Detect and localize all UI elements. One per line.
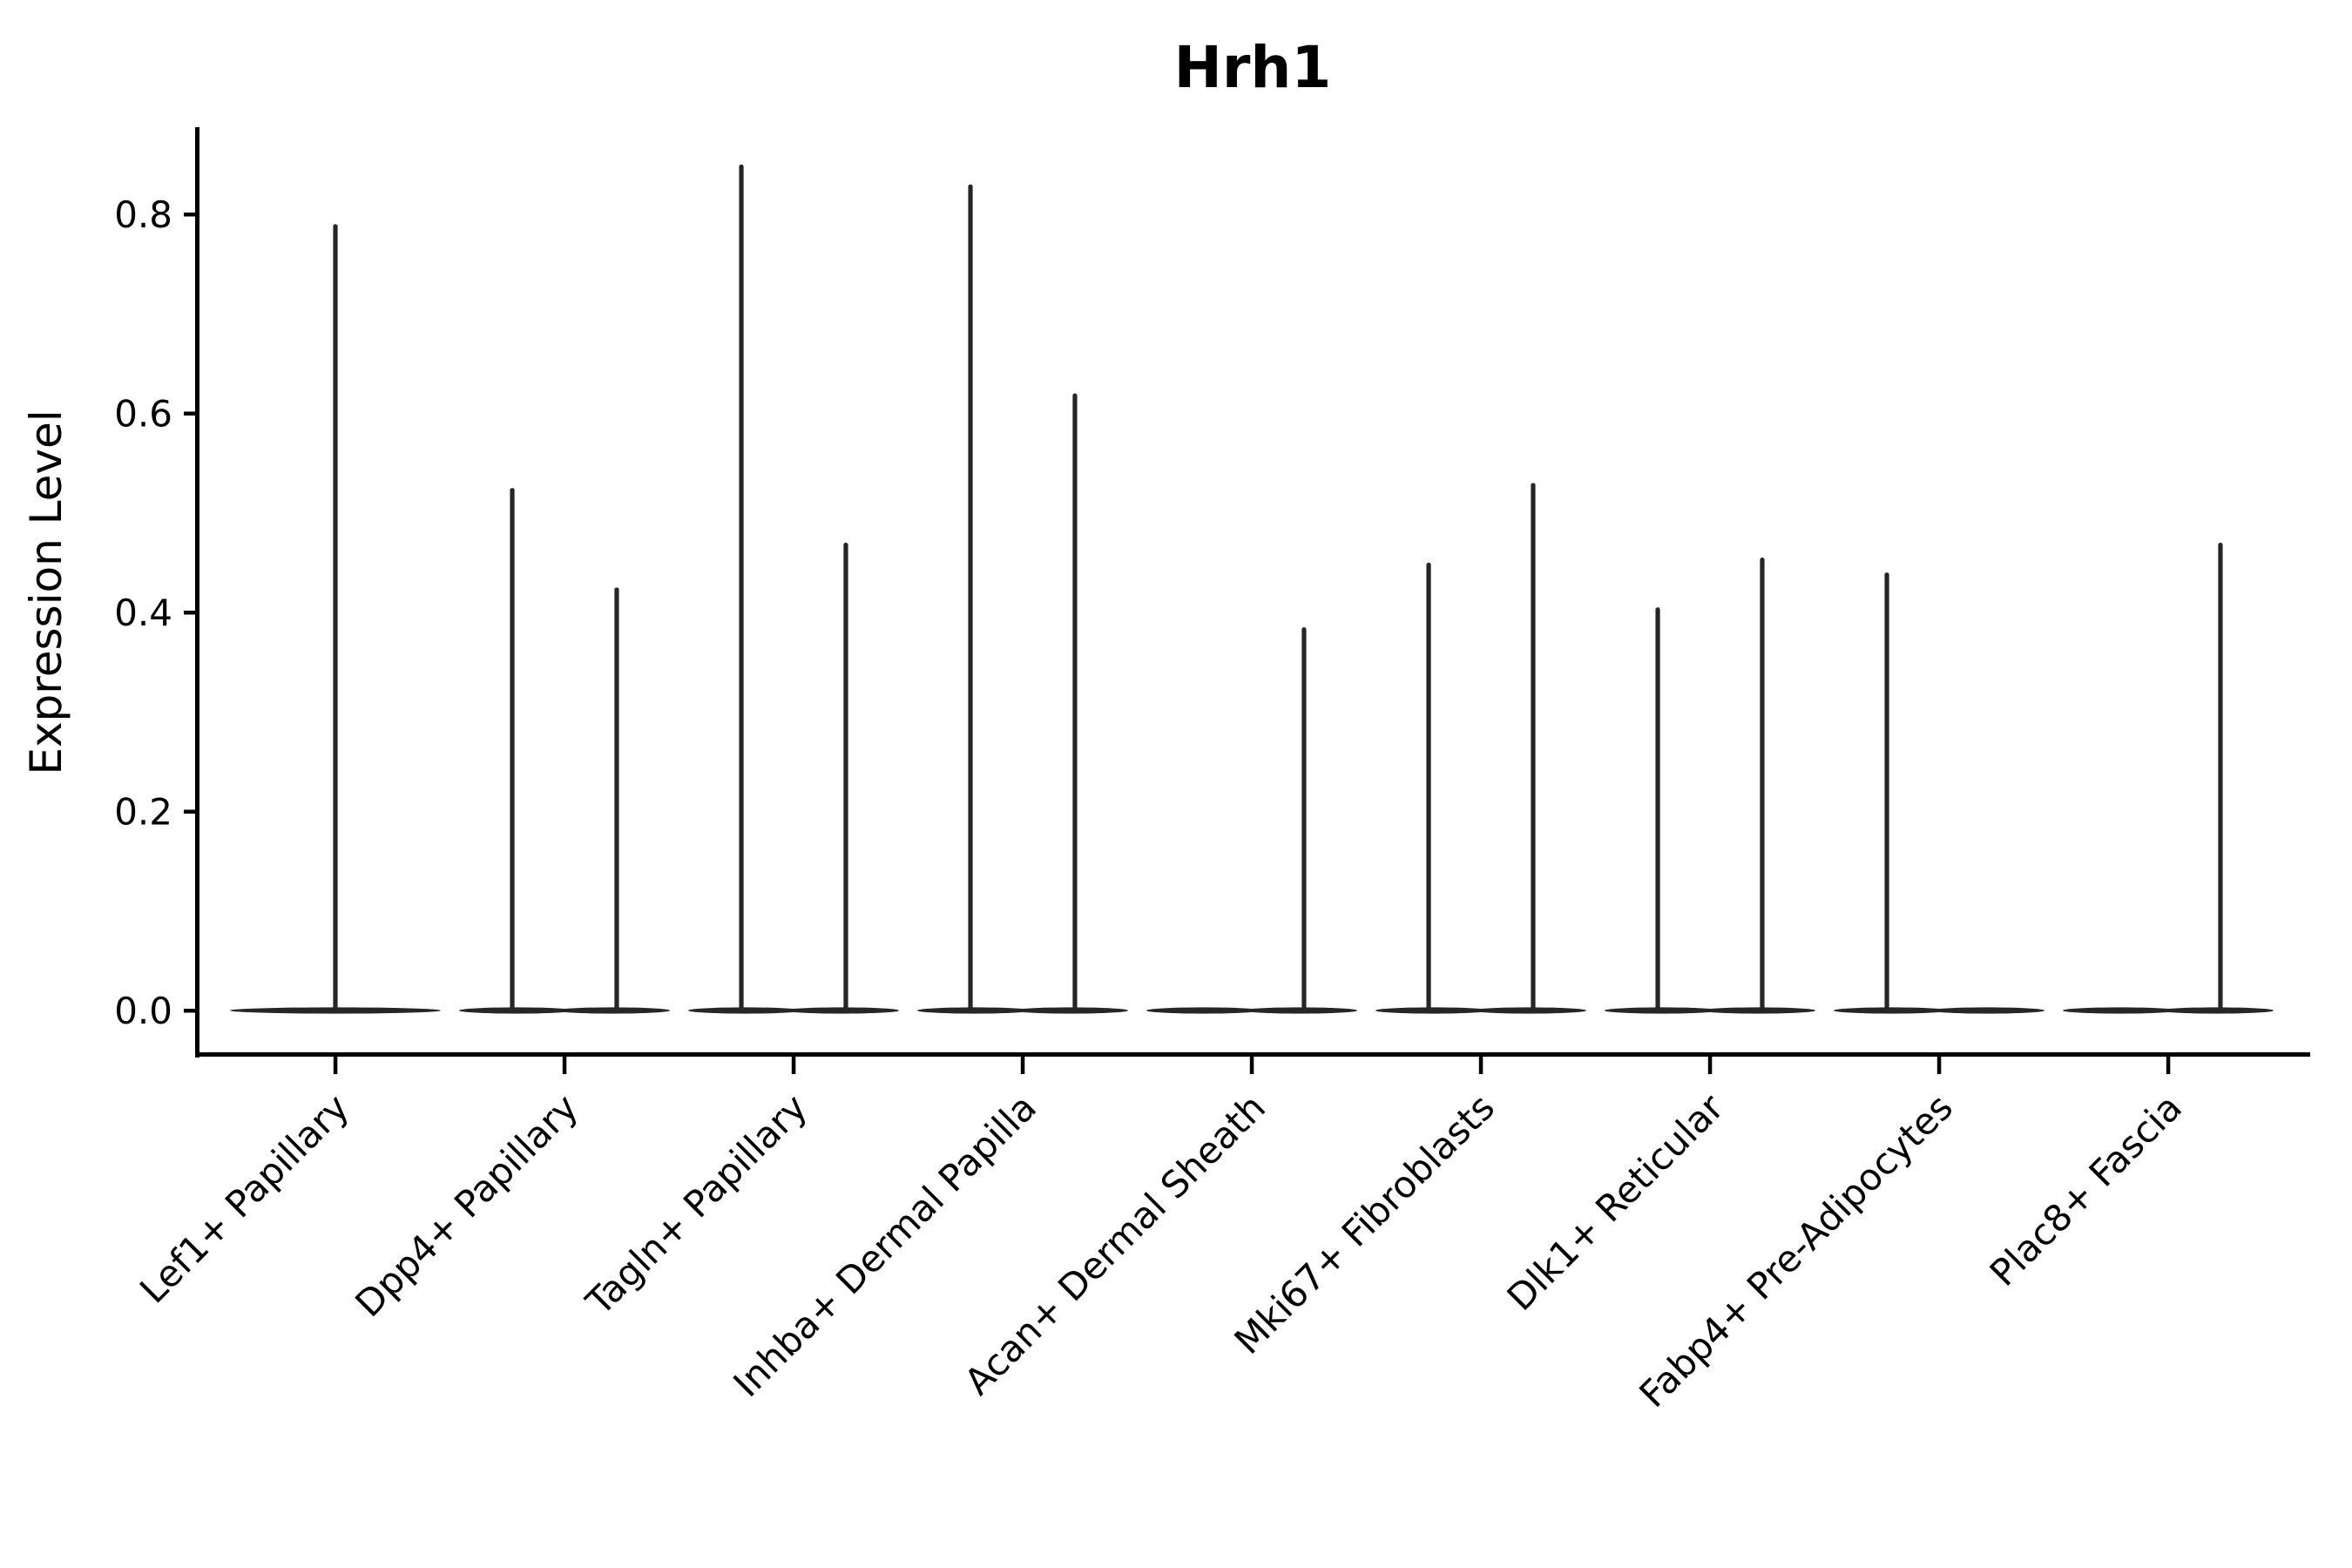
y-tick-label: 0.4 xyxy=(114,591,172,634)
y-tick-label: 0.0 xyxy=(114,990,172,1032)
violin-base xyxy=(1471,1007,1586,1014)
violin-spike xyxy=(2218,543,2223,1012)
violin-base xyxy=(688,1007,803,1014)
y-tick-mark xyxy=(184,1009,196,1013)
violin-base xyxy=(1146,1007,1261,1014)
violin-base xyxy=(784,1007,899,1014)
violin-6 xyxy=(1375,483,1586,1014)
x-axis-spine xyxy=(195,1052,2310,1057)
violin-spike xyxy=(1426,562,1431,1012)
violin-spike xyxy=(968,184,973,1013)
violin-2 xyxy=(459,488,670,1014)
violin-base xyxy=(1605,1007,1720,1014)
violin-spike xyxy=(1301,627,1307,1012)
violin-spike xyxy=(1531,483,1536,1012)
x-tick-mark xyxy=(1020,1056,1025,1074)
violin-spike xyxy=(614,587,619,1012)
violin-base xyxy=(1375,1007,1490,1014)
violin-5 xyxy=(1146,627,1357,1014)
x-tick-mark xyxy=(562,1056,567,1074)
violin-1 xyxy=(230,224,441,1014)
violin-spike xyxy=(1072,393,1078,1012)
y-tick-mark xyxy=(184,809,196,814)
x-tick-label: Dpp4+ Papillary xyxy=(347,1085,586,1325)
violin-base xyxy=(917,1007,1032,1014)
x-tick-mark xyxy=(1707,1056,1713,1074)
x-tick-label: Lef1+ Papillary xyxy=(132,1085,357,1311)
violin-spike xyxy=(333,224,338,1012)
y-tick-mark xyxy=(184,611,196,615)
x-tick-label: Mki67+ Fibroblasts xyxy=(1227,1085,1503,1362)
violin-base xyxy=(1700,1007,1815,1014)
x-tick-mark xyxy=(333,1056,338,1074)
violin-base xyxy=(2063,1007,2178,1014)
y-axis-spine xyxy=(195,127,199,1058)
x-tick-mark xyxy=(1478,1056,1484,1074)
y-tick-mark xyxy=(184,213,196,217)
y-tick-mark xyxy=(184,411,196,416)
violin-base xyxy=(1930,1007,2044,1014)
y-tick-label: 0.8 xyxy=(114,193,172,236)
x-tick-mark xyxy=(1936,1056,1942,1074)
violin-spike xyxy=(1884,572,1889,1012)
violin-base xyxy=(1834,1007,1949,1014)
x-tick-label: Plac8+ Fascia xyxy=(1982,1085,2190,1294)
axes xyxy=(195,127,2310,1058)
y-axis-label: Expression Level xyxy=(21,409,71,774)
violin-base xyxy=(459,1007,574,1014)
violin-spike xyxy=(739,164,744,1012)
chart-title: Hrh1 xyxy=(1174,34,1332,101)
violin-9 xyxy=(2063,543,2274,1014)
violin-spike xyxy=(510,488,515,1012)
violin-base xyxy=(1242,1007,1357,1014)
violin-spike xyxy=(1760,558,1765,1012)
violin-base xyxy=(555,1007,670,1014)
violin-8 xyxy=(1834,572,2044,1014)
violin-7 xyxy=(1605,558,1815,1014)
violin-base xyxy=(2159,1007,2274,1014)
violin-3 xyxy=(688,164,899,1014)
y-tick-label: 0.6 xyxy=(114,393,172,436)
violin-spike xyxy=(1655,607,1660,1012)
x-tick-label: Tagln+ Papillary xyxy=(578,1085,815,1323)
violin-4 xyxy=(917,184,1128,1014)
y-tick-label: 0.2 xyxy=(114,791,172,834)
violin-spike xyxy=(843,543,848,1012)
violin-base xyxy=(1013,1007,1128,1014)
x-tick-mark xyxy=(2166,1056,2171,1074)
x-tick-mark xyxy=(791,1056,796,1074)
x-tick-mark xyxy=(1249,1056,1254,1074)
x-tick-label: Dlk1+ Reticular xyxy=(1499,1085,1733,1319)
